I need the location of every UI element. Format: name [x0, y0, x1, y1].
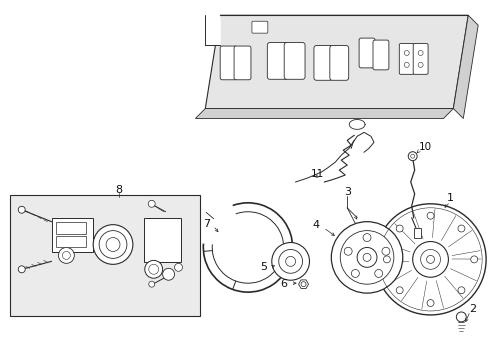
Circle shape: [374, 204, 485, 315]
Bar: [56, 222, 86, 234]
Circle shape: [362, 234, 370, 242]
Circle shape: [351, 270, 359, 278]
Polygon shape: [205, 15, 468, 109]
Text: 9: 9: [377, 60, 384, 70]
Text: 7: 7: [203, 219, 209, 229]
Bar: [413, 228, 420, 238]
Text: 2: 2: [468, 304, 475, 314]
Polygon shape: [195, 109, 452, 118]
Circle shape: [144, 260, 163, 278]
Circle shape: [374, 270, 382, 278]
Circle shape: [340, 231, 393, 284]
Circle shape: [148, 281, 154, 287]
FancyBboxPatch shape: [284, 42, 305, 79]
Text: 10: 10: [418, 142, 431, 152]
Polygon shape: [298, 280, 308, 288]
FancyBboxPatch shape: [251, 21, 267, 33]
Bar: [10, 195, 200, 316]
FancyBboxPatch shape: [267, 42, 287, 79]
Text: 8: 8: [115, 185, 122, 195]
Circle shape: [148, 201, 155, 207]
Circle shape: [457, 225, 464, 232]
Circle shape: [99, 231, 127, 258]
Circle shape: [426, 212, 433, 219]
Circle shape: [426, 300, 433, 306]
Text: 4: 4: [312, 220, 319, 230]
Text: 6: 6: [280, 279, 286, 289]
Circle shape: [18, 206, 25, 213]
FancyBboxPatch shape: [372, 40, 388, 70]
Bar: [51, 218, 93, 252]
Circle shape: [470, 256, 477, 263]
Circle shape: [163, 268, 174, 280]
FancyBboxPatch shape: [220, 46, 237, 80]
Polygon shape: [205, 15, 220, 45]
Circle shape: [412, 242, 447, 277]
Polygon shape: [452, 15, 477, 118]
FancyBboxPatch shape: [412, 44, 427, 74]
Circle shape: [174, 264, 182, 271]
Circle shape: [383, 256, 389, 263]
Circle shape: [18, 266, 25, 273]
FancyBboxPatch shape: [329, 46, 348, 80]
FancyBboxPatch shape: [399, 44, 413, 74]
Circle shape: [395, 225, 402, 232]
Text: 1: 1: [446, 193, 453, 203]
Circle shape: [271, 243, 309, 280]
Circle shape: [93, 225, 133, 264]
FancyBboxPatch shape: [234, 46, 250, 80]
Circle shape: [457, 287, 464, 294]
Circle shape: [407, 152, 416, 161]
Circle shape: [331, 222, 402, 293]
Circle shape: [344, 247, 351, 255]
FancyBboxPatch shape: [358, 38, 374, 68]
Bar: [143, 218, 181, 262]
Circle shape: [278, 249, 302, 273]
Text: 11: 11: [310, 169, 324, 179]
Circle shape: [381, 247, 389, 255]
Text: 5: 5: [260, 262, 267, 272]
Circle shape: [356, 247, 376, 267]
Circle shape: [455, 312, 466, 322]
Bar: [56, 235, 86, 247]
FancyBboxPatch shape: [313, 46, 332, 80]
Circle shape: [59, 247, 74, 264]
Circle shape: [395, 287, 402, 294]
Text: 3: 3: [343, 187, 350, 197]
